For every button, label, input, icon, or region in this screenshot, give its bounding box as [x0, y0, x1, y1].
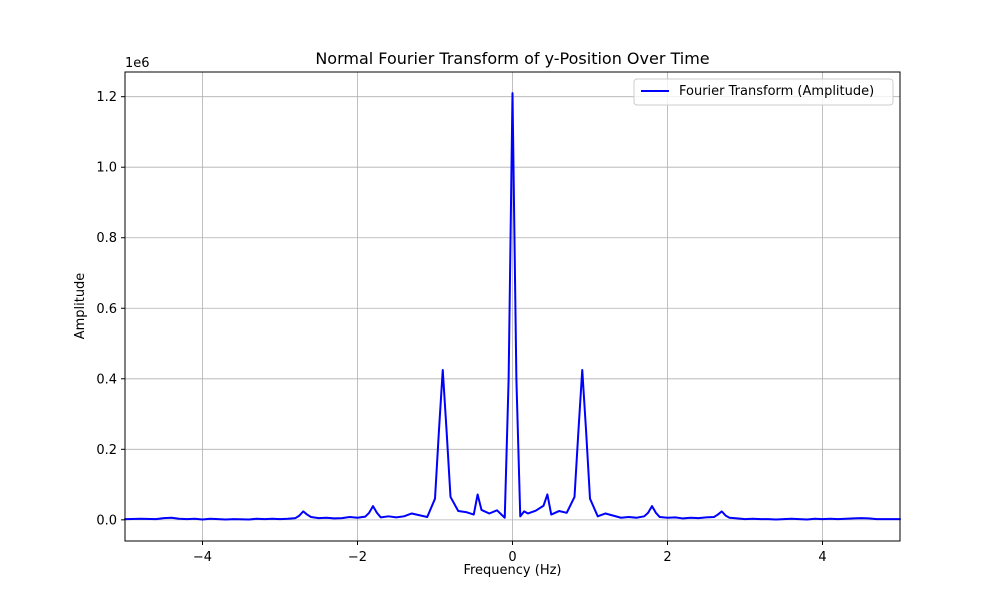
x-tick-label: −2 [348, 550, 367, 565]
y-tick-label: 0.0 [96, 513, 117, 528]
ticks: −4 −2 0 2 4 0.0 0.2 0.4 0.6 0.8 1.0 1.2 [96, 90, 826, 565]
y-tick-label: 0.2 [96, 443, 117, 458]
y-tick-label: 0.6 [96, 302, 117, 317]
y-tick-label: 1.2 [96, 90, 117, 105]
legend-entry-label: Fourier Transform (Amplitude) [679, 84, 874, 99]
x-tick-label: 2 [663, 550, 671, 565]
series-line-fourier-amplitude [124, 92, 901, 521]
y-tick-label: 0.8 [96, 231, 117, 246]
series-layer [124, 92, 901, 521]
y-axis-title: Amplitude [73, 273, 88, 340]
chart-title: Normal Fourier Transform of y-Position O… [315, 49, 709, 68]
legend: Fourier Transform (Amplitude) [633, 78, 894, 106]
x-tick-label: −4 [193, 550, 212, 565]
x-tick-label: 0 [508, 550, 516, 565]
y-scale-label: 1e6 [125, 56, 150, 71]
legend-box [633, 78, 894, 106]
x-axis-title: Frequency (Hz) [463, 563, 561, 578]
x-tick-label: 4 [818, 550, 826, 565]
y-tick-label: 0.4 [96, 372, 117, 387]
y-tick-label: 1.0 [96, 161, 117, 176]
